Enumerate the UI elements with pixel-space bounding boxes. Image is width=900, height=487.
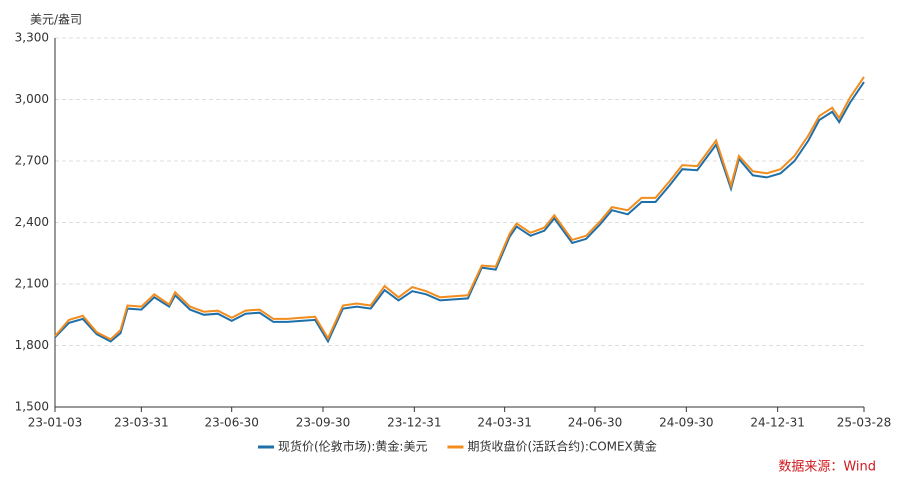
legend-label: 期货收盘价(活跃合约):COMEX黄金: [467, 439, 656, 454]
x-tick-label: 24-09-30: [659, 416, 713, 430]
series-line: [54, 76, 865, 341]
y-tick-label: 2,400: [15, 215, 49, 229]
x-tick-label: 24-03-31: [477, 416, 531, 430]
x-tick-label: 23-09-30: [296, 416, 350, 430]
y-tick-label: 3,000: [15, 92, 49, 106]
y-tick-label: 1,500: [15, 400, 49, 414]
y-tick-label: 1,800: [15, 338, 49, 352]
y-axis-title: 美元/盎司: [30, 13, 82, 27]
x-tick-label: 23-06-30: [204, 416, 258, 430]
x-tick-label: 23-12-31: [387, 416, 441, 430]
x-tick-label: 23-03-31: [114, 416, 168, 430]
x-tick-label: 24-06-30: [568, 416, 622, 430]
y-tick-label: 2,700: [15, 154, 49, 168]
x-tick-label: 25-03-28: [837, 416, 891, 430]
x-tick-label: 23-01-03: [28, 416, 82, 430]
series-line: [54, 81, 865, 344]
x-tick-label: 24-12-31: [750, 416, 804, 430]
y-tick-label: 2,100: [15, 277, 49, 291]
y-tick-label: 3,300: [15, 31, 49, 45]
source-note: 数据来源：Wind: [778, 460, 876, 475]
legend-label: 现货价(伦敦市场):黄金:美元: [278, 439, 427, 454]
